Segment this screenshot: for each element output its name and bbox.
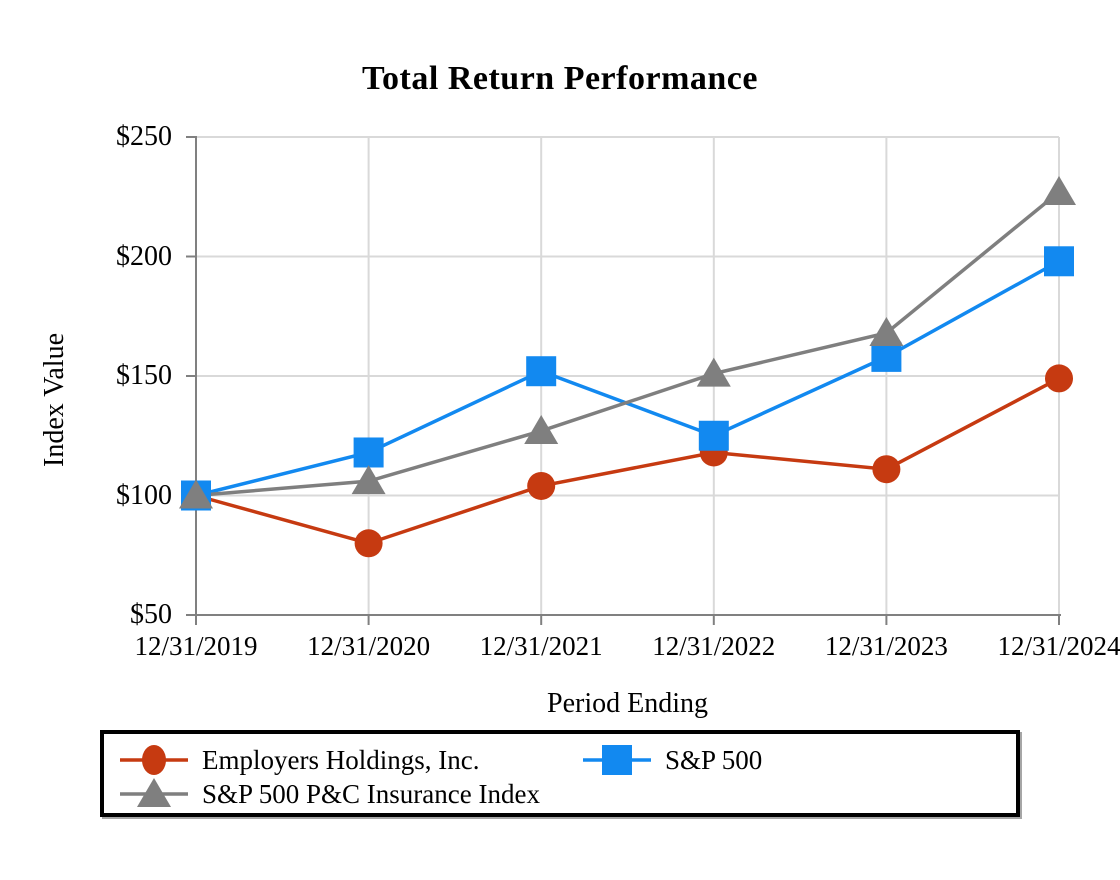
data-point-marker	[1042, 175, 1076, 205]
y-tick-label: $100	[116, 479, 172, 511]
y-tick-label: $200	[116, 240, 172, 272]
data-point-marker	[351, 465, 386, 495]
legend-item: S&P 500 P&C Insurance Index	[120, 777, 540, 811]
data-point-marker	[1045, 364, 1073, 393]
x-tick-label: 12/31/2022	[652, 631, 776, 661]
data-point-marker	[354, 529, 383, 558]
legend-item: Employers Holdings, Inc.	[120, 743, 479, 777]
legend-square-swatch-icon	[583, 745, 651, 775]
x-tick-label: 12/31/2023	[824, 631, 948, 661]
data-point-marker	[1044, 246, 1074, 277]
series-line	[195, 376, 1060, 546]
data-point-marker	[698, 420, 729, 451]
x-tick-label: 12/31/2021	[479, 631, 603, 661]
data-point-marker	[179, 479, 213, 509]
data-point-marker	[524, 414, 559, 444]
chart-title: Total Return Performance	[362, 60, 758, 97]
data-point-marker	[353, 437, 384, 468]
legend-label: S&P 500	[665, 745, 763, 775]
legend-item: S&P 500	[583, 743, 762, 777]
x-tick-label: 12/31/2019	[134, 631, 258, 661]
x-tick-label: 12/31/2024	[997, 631, 1120, 661]
series-line	[195, 190, 1061, 498]
y-tick-label: $50	[130, 599, 172, 630]
legend-triangle-swatch-icon	[120, 778, 188, 807]
data-point-marker	[872, 455, 901, 484]
y-tick-label: $150	[116, 360, 172, 391]
legend-circle-swatch-icon	[120, 745, 188, 775]
x-axis-title: Period Ending	[547, 688, 708, 719]
data-point-marker	[871, 341, 902, 372]
x-tick-label: 12/31/2020	[307, 631, 431, 661]
data-point-marker	[527, 471, 556, 500]
legend: Employers Holdings, Inc. S&P 500 S&P 500 P…	[100, 730, 1020, 817]
y-tick-label: $250	[116, 121, 172, 152]
legend-label: Employers Holdings, Inc.	[202, 745, 480, 775]
legend-label: S&P 500 P&C Insurance Index	[202, 779, 540, 809]
data-point-marker	[869, 316, 904, 346]
data-point-marker	[526, 356, 557, 387]
data-point-marker	[696, 357, 731, 387]
